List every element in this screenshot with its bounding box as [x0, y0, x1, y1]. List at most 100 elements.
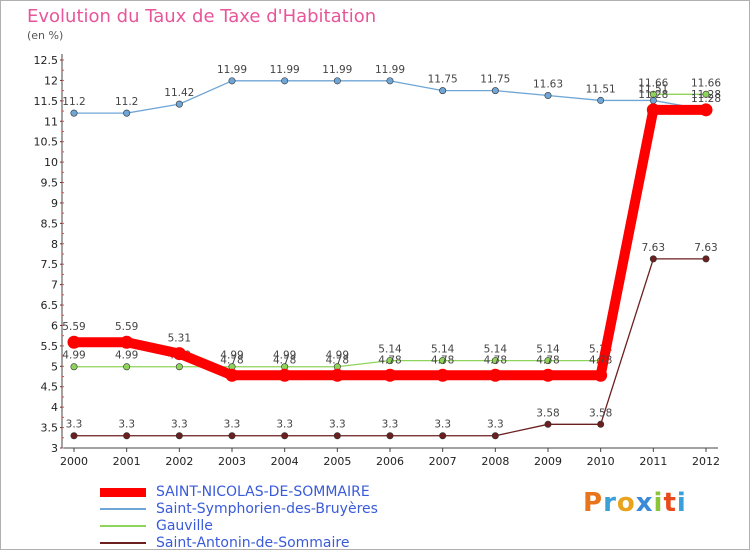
data-label: 4.78 — [484, 354, 507, 366]
data-point — [597, 420, 605, 428]
y-tick-label: 6 — [51, 319, 58, 332]
data-point — [699, 103, 713, 117]
data-label: 3.3 — [382, 419, 399, 431]
data-label: 11.66 — [691, 77, 721, 89]
x-tick-label: 2000 — [60, 455, 88, 468]
y-tick-label: 8 — [51, 238, 58, 251]
data-point — [330, 368, 344, 382]
data-label: 11.66 — [638, 77, 668, 89]
y-tick-label: 10.5 — [34, 136, 59, 149]
data-point — [386, 432, 394, 440]
data-point — [172, 347, 186, 361]
data-point — [702, 90, 710, 98]
data-label: 11.2 — [115, 96, 138, 108]
data-point — [70, 109, 78, 117]
data-point — [175, 432, 183, 440]
y-tick-label: 9 — [51, 197, 58, 210]
y-tick-label: 9.5 — [41, 177, 59, 190]
data-point — [386, 357, 394, 365]
logo-letter: x — [635, 488, 654, 518]
y-tick-label: 10 — [44, 156, 58, 169]
data-point — [123, 432, 131, 440]
x-tick-label: 2001 — [113, 455, 141, 468]
data-point — [488, 368, 502, 382]
x-tick-label: 2007 — [429, 455, 457, 468]
data-point — [333, 77, 341, 85]
logo-letter: i — [653, 488, 664, 518]
data-label: 11.28 — [638, 89, 668, 101]
data-label: 11.99 — [270, 64, 300, 76]
x-tick-label: 2012 — [692, 455, 720, 468]
data-point — [281, 77, 289, 85]
data-label: 5.14 — [378, 344, 402, 356]
data-label: 7.63 — [694, 242, 717, 254]
data-point — [386, 77, 394, 85]
data-point — [544, 420, 552, 428]
x-tick-label: 2009 — [534, 455, 562, 468]
data-label: 3.3 — [329, 419, 346, 431]
data-label: 5.14 — [536, 344, 560, 356]
y-tick-label: 11.5 — [34, 95, 59, 108]
data-label: 4.99 — [62, 350, 85, 362]
data-label: 11.99 — [322, 64, 352, 76]
logo-letter: o — [616, 488, 636, 518]
y-tick-label: 5 — [51, 360, 58, 373]
legend-label: SAINT-NICOLAS-DE-SOMMAIRE — [156, 484, 370, 500]
x-tick-label: 2008 — [481, 455, 509, 468]
data-label: 3.58 — [536, 407, 559, 419]
data-point — [439, 432, 447, 440]
data-point — [594, 368, 608, 382]
data-point — [175, 363, 183, 371]
data-point — [228, 432, 236, 440]
data-label: 5.14 — [431, 344, 455, 356]
data-label: 4.78 — [273, 354, 296, 366]
data-point — [702, 255, 710, 263]
data-point — [491, 87, 499, 95]
data-point — [123, 363, 131, 371]
data-label: 11.99 — [217, 64, 247, 76]
data-label: 3.3 — [118, 419, 135, 431]
data-label: 11.51 — [638, 83, 668, 95]
data-label: 11.99 — [375, 64, 405, 76]
y-tick-label: 11 — [44, 115, 58, 128]
data-point — [120, 335, 134, 349]
data-label: 11.42 — [164, 87, 194, 99]
x-tick-label: 2011 — [639, 455, 667, 468]
data-label: 4.78 — [431, 354, 454, 366]
data-label: 11.75 — [480, 74, 510, 86]
data-label: 11.2 — [62, 96, 85, 108]
data-label: 11.28 — [691, 93, 721, 105]
logo-letter: r — [603, 488, 617, 518]
y-tick-label: 6.5 — [41, 299, 59, 312]
data-point — [491, 357, 499, 365]
data-label: 5.59 — [62, 321, 85, 333]
data-label: 4.78 — [378, 354, 401, 366]
data-point — [383, 368, 397, 382]
data-label: 4.99 — [326, 350, 349, 362]
legend-swatch — [100, 525, 146, 527]
data-label: 3.3 — [276, 419, 293, 431]
legend-swatch — [100, 542, 146, 544]
data-point — [646, 103, 660, 117]
data-point — [278, 368, 292, 382]
legend-label: Gauville — [156, 518, 213, 534]
logo-letter: t — [663, 488, 677, 518]
chart-title: Evolution du Taux de Taxe d'Habitation — [27, 6, 377, 27]
data-point — [597, 96, 605, 104]
proxiti-logo: Proxiti — [583, 488, 687, 518]
data-label: 3.3 — [487, 419, 504, 431]
x-tick-label: 2002 — [165, 455, 193, 468]
data-label: 3.3 — [66, 419, 83, 431]
x-tick-label: 2004 — [271, 455, 299, 468]
y-tick-label: 12 — [44, 74, 58, 87]
data-label: 4.78 — [536, 354, 559, 366]
data-label: 11.28 — [691, 89, 721, 101]
data-point — [67, 335, 81, 349]
data-point — [541, 368, 555, 382]
data-label: 4.99 — [220, 350, 243, 362]
data-label: 3.3 — [171, 419, 188, 431]
legend-swatch — [100, 508, 146, 510]
data-point — [175, 100, 183, 108]
data-point — [544, 92, 552, 100]
